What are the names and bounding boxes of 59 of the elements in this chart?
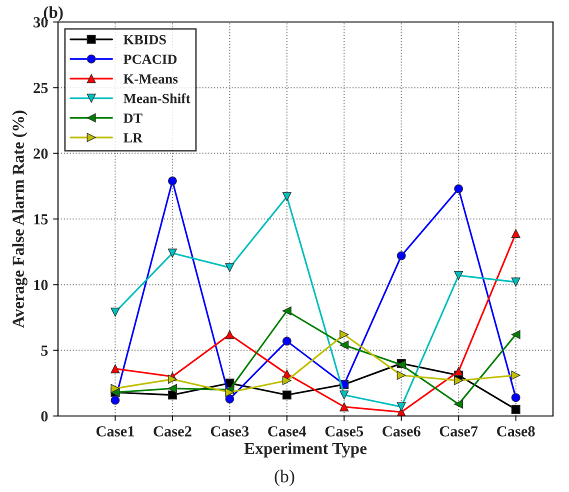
legend-label: DT (124, 114, 142, 123)
legend-label: LR (124, 133, 143, 142)
point (340, 402, 349, 412)
point (340, 330, 349, 340)
point (454, 400, 464, 409)
point (110, 364, 120, 374)
legend-label: PCACID (124, 54, 177, 64)
point (168, 384, 177, 393)
point (225, 330, 234, 340)
point (396, 251, 406, 260)
y-tick-label: 0 (41, 411, 48, 422)
point (396, 402, 406, 412)
point (511, 393, 520, 402)
point (168, 176, 177, 186)
point (454, 376, 464, 386)
point (511, 370, 520, 380)
point (225, 388, 234, 397)
x-tick-label: Case2 (154, 426, 192, 436)
x-tick-label: Case7 (440, 426, 478, 436)
x-tick-label: Case1 (96, 426, 134, 436)
point (225, 263, 234, 272)
x-tick-label: Case8 (497, 426, 535, 436)
point (511, 330, 520, 340)
y-tick-label: 20 (34, 148, 48, 159)
point (168, 248, 177, 258)
point (340, 340, 349, 350)
x-tick-label: Case4 (268, 426, 306, 436)
y-axis-title: Average False Alarm Rate (%) (12, 110, 28, 328)
point (511, 228, 520, 238)
point (282, 390, 292, 400)
y-tick-label: 25 (34, 82, 48, 94)
y-tick-label: 15 (34, 214, 48, 224)
point (110, 396, 120, 405)
text: (b) (274, 470, 294, 486)
y-tick-label: 5 (41, 346, 48, 356)
x-tick-label: Case3 (210, 426, 249, 436)
point (454, 366, 464, 376)
point (396, 370, 406, 380)
point (340, 390, 349, 400)
point (168, 374, 177, 384)
legend-label: KBIDS (124, 35, 166, 44)
x-axis-title: Experiment Type (244, 442, 367, 458)
x-tick-label: Case5 (325, 426, 364, 436)
legend-label: Mean-Shift (124, 93, 190, 104)
point (454, 270, 464, 280)
point (282, 336, 292, 346)
point (511, 278, 520, 287)
point (110, 308, 120, 317)
legend-label: K-Means (124, 74, 178, 84)
point (225, 394, 234, 404)
point (454, 184, 464, 194)
y-tick-label: 10 (34, 280, 48, 290)
point (511, 404, 520, 414)
point (282, 306, 292, 316)
point (168, 390, 177, 400)
point (282, 376, 292, 386)
point (110, 384, 120, 393)
x-tick-label: Case6 (382, 426, 420, 436)
point (282, 192, 292, 202)
